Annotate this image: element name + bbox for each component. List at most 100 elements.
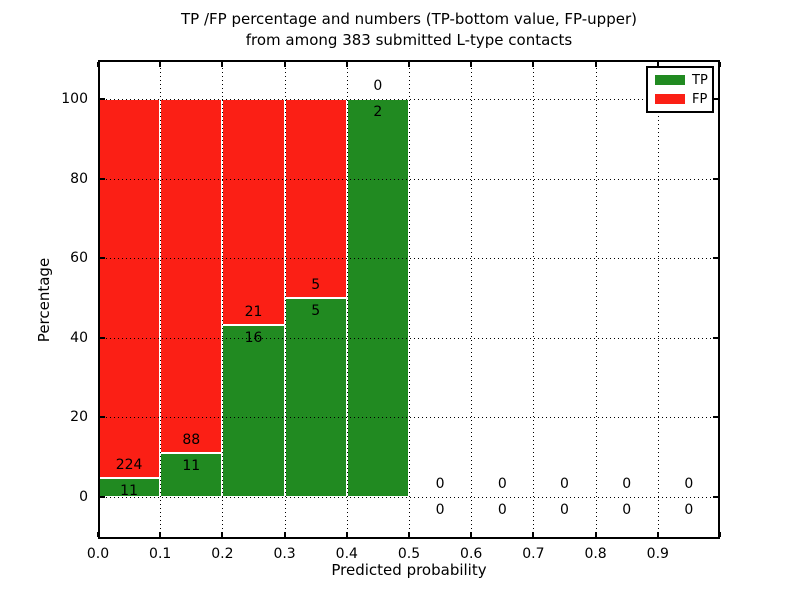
chart-title-line2: from among 383 submitted L-type contacts <box>245 31 573 49</box>
x-tick-bottom <box>159 532 162 537</box>
tp-count-label: 2 <box>373 104 383 120</box>
x-tick-label: 0.3 <box>273 546 296 562</box>
fp-count-label: 0 <box>560 476 569 492</box>
gridline-vertical <box>657 60 659 539</box>
x-tick-bottom <box>345 532 348 537</box>
gridline-vertical <box>533 60 535 539</box>
x-tick-label: 0.7 <box>522 546 545 562</box>
x-tick-top <box>532 62 535 67</box>
legend-label-fp: FP <box>692 91 708 107</box>
tp-count-label: 0 <box>622 502 632 518</box>
x-tick-top <box>470 62 473 67</box>
y-tick-label: 60 <box>70 250 88 267</box>
x-tick-top <box>221 62 224 67</box>
x-tick-label: 0.4 <box>335 546 358 562</box>
x-tick-bottom <box>408 532 410 537</box>
y-tick-left <box>100 496 105 498</box>
bar-segment-tp <box>284 298 347 497</box>
bar-segment-tp <box>160 452 223 497</box>
y-tick-label: 100 <box>61 91 88 107</box>
bar-segment-fp <box>222 99 285 325</box>
chart-title-line1: TP /FP percentage and numbers (TP-bottom… <box>181 10 637 28</box>
x-tick-label: 0.1 <box>149 546 172 562</box>
fp-count-label: 0 <box>622 476 632 492</box>
y-tick-right <box>713 177 718 180</box>
fp-count-label: 0 <box>684 476 694 492</box>
legend-entry-tp: TP <box>655 74 712 87</box>
x-tick-bottom <box>470 532 473 537</box>
gridline-vertical <box>595 60 597 539</box>
x-tick-top <box>656 62 659 67</box>
y-tick-left <box>100 98 105 100</box>
tp-count-label: 5 <box>311 303 321 319</box>
fp-count-label: 88 <box>182 431 201 448</box>
x-tick-label: 0.0 <box>86 546 110 562</box>
fp-count-label: 224 <box>115 457 143 474</box>
legend-label-tp: TP <box>692 72 708 88</box>
fp-count-label: 0 <box>435 476 445 492</box>
legend: TP FP <box>646 66 714 113</box>
x-tick-bottom <box>221 532 224 537</box>
x-tick-top <box>719 62 721 67</box>
legend-swatch-tp <box>655 75 685 85</box>
y-tick-right <box>713 257 718 260</box>
gridline-vertical <box>346 60 348 539</box>
bar-segment-tp <box>222 324 285 497</box>
y-tick-left <box>100 416 105 419</box>
x-tick-top <box>159 62 162 67</box>
fp-count-label: 5 <box>311 277 321 293</box>
x-tick-bottom <box>594 532 597 537</box>
y-tick-left <box>100 177 105 180</box>
gridline-vertical <box>222 60 224 539</box>
x-tick-label: 0.2 <box>211 546 234 562</box>
x-tick-label: 0.9 <box>646 546 669 562</box>
tp-count-label: 0 <box>684 502 694 518</box>
y-tick-left <box>100 257 105 260</box>
tp-count-label: 11 <box>120 483 139 500</box>
tp-count-label: 0 <box>435 502 445 518</box>
fp-count-label: 0 <box>373 78 383 94</box>
gridline-vertical <box>160 60 162 539</box>
tp-count-label: 16 <box>244 329 263 346</box>
gridline-vertical <box>284 60 286 539</box>
gridline-vertical <box>471 60 473 539</box>
x-tick-top <box>345 62 348 67</box>
x-tick-top <box>283 62 286 67</box>
y-tick-label: 40 <box>70 329 88 346</box>
x-tick-bottom <box>97 532 99 537</box>
bar-segment-tp <box>346 99 409 497</box>
y-tick-right <box>713 336 718 339</box>
tp-count-label: 11 <box>182 457 201 474</box>
legend-swatch-fp <box>655 94 685 104</box>
y-axis-label: Percentage <box>35 257 53 343</box>
y-tick-right <box>713 416 718 419</box>
bar-segment-fp <box>160 99 223 453</box>
chart-title: TP /FP percentage and numbers (TP-bottom… <box>98 9 720 51</box>
y-tick-label: 0 <box>79 489 88 505</box>
x-tick-label: 0.6 <box>460 546 483 562</box>
x-tick-bottom <box>719 532 721 537</box>
fp-count-label: 21 <box>244 303 263 320</box>
x-tick-top <box>97 62 99 67</box>
y-tick-right <box>713 496 718 498</box>
tp-count-label: 0 <box>560 502 569 518</box>
gridline-vertical <box>409 60 410 539</box>
x-tick-label: 0.8 <box>584 546 607 562</box>
x-axis-label: Predicted probability <box>331 561 487 579</box>
legend-entry-fp: FP <box>655 93 712 106</box>
x-tick-label: 0.5 <box>397 546 421 562</box>
tp-count-label: 0 <box>497 502 507 518</box>
x-tick-bottom <box>532 532 535 537</box>
x-tick-top <box>594 62 597 67</box>
bar-segment-fp <box>98 99 161 479</box>
bar-segment-fp <box>284 99 347 298</box>
x-tick-bottom <box>283 532 286 537</box>
x-tick-top <box>408 62 410 67</box>
y-tick-label: 20 <box>70 409 88 426</box>
fp-count-label: 0 <box>497 476 507 492</box>
y-tick-label: 80 <box>70 170 88 187</box>
y-tick-right <box>713 98 718 100</box>
x-tick-bottom <box>656 532 659 537</box>
y-tick-left <box>100 336 105 339</box>
